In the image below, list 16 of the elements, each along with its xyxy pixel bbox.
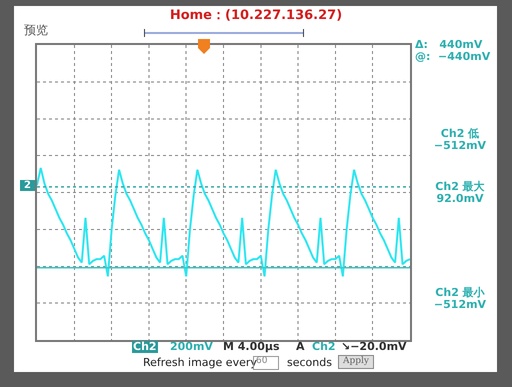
text: 2 [20, 180, 35, 191]
text: Ch2 最大 92.0mV [434, 180, 486, 206]
text: Ch2 [312, 340, 336, 354]
text: M 4.00µs [223, 340, 280, 354]
text: ↘−20.0mV [341, 340, 407, 354]
text: 200mV [170, 340, 213, 354]
text: Ch2 最小 −512mV [432, 286, 488, 312]
text: Home：(10.227.136.27) [168, 8, 344, 24]
text: @: −440mV [415, 50, 490, 64]
text: Δ: 440mV [415, 38, 482, 52]
text: Ch2 [132, 340, 158, 354]
text: seconds [287, 356, 332, 370]
text: Apply [338, 355, 374, 369]
text: Ch2 低 −512mV [432, 127, 488, 152]
text: A [296, 340, 305, 354]
text: 预览 [24, 23, 48, 38]
